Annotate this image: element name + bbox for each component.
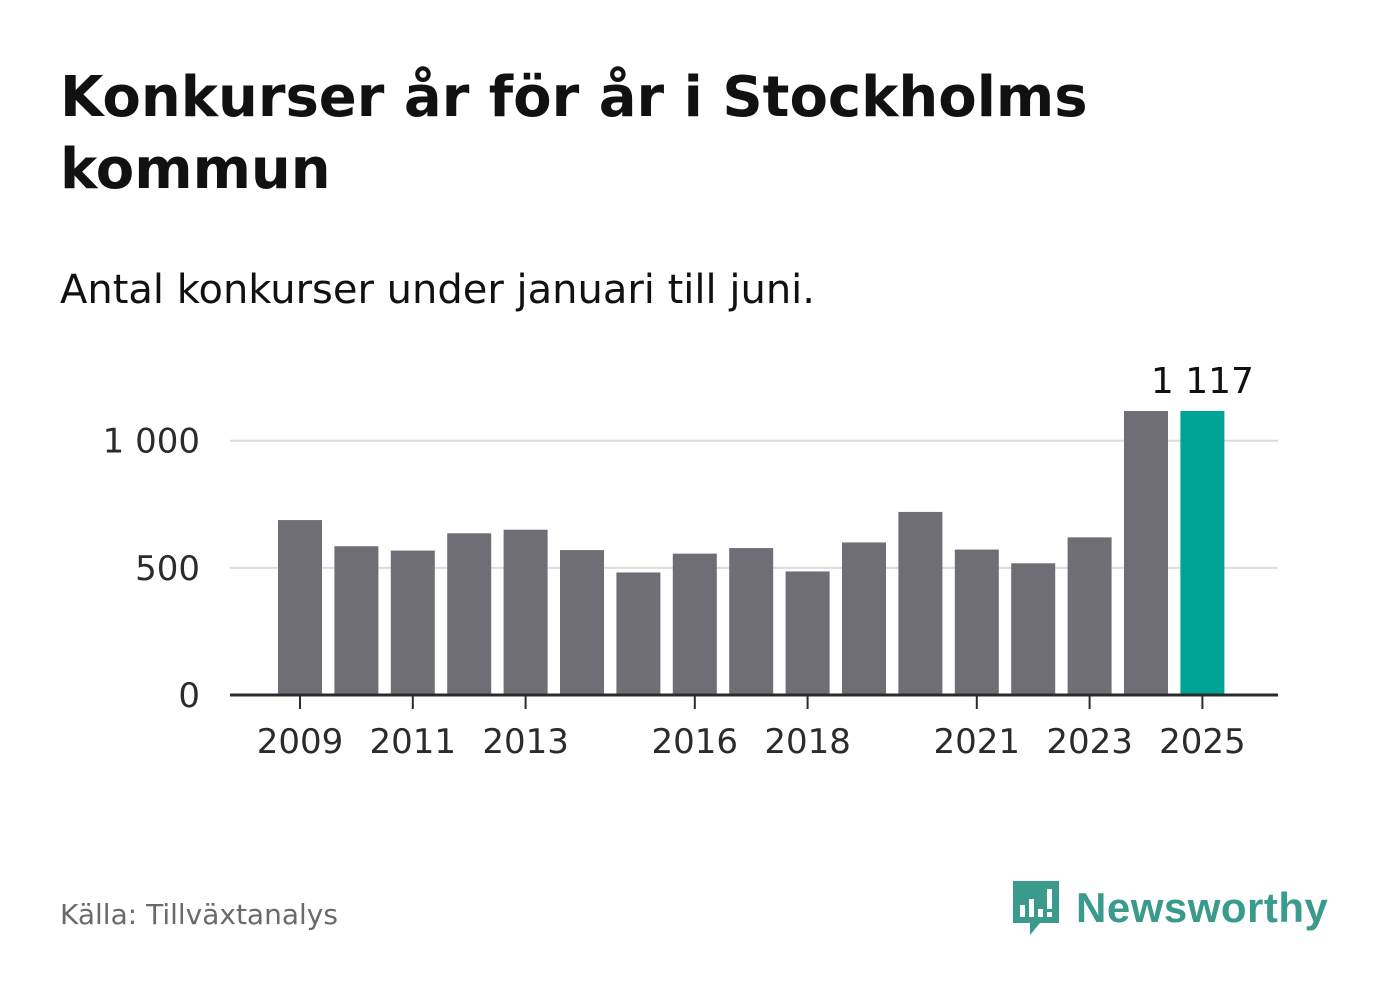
x-tick-label: 2016	[652, 722, 739, 762]
x-axis	[230, 693, 1278, 709]
brand-name: Newsworthy	[1076, 884, 1329, 931]
chart-title: Konkurser år för år i Stockholms kommun	[60, 65, 1088, 202]
bar-2022	[1011, 563, 1056, 695]
bar-2010	[334, 546, 379, 695]
x-tick-label: 2018	[764, 722, 851, 762]
newsworthy-logo-icon	[1013, 881, 1059, 935]
bar-2009	[278, 520, 322, 695]
chart-subtitle: Antal konkurser under januari till juni.	[60, 267, 815, 313]
y-tick-label: 500	[135, 549, 200, 589]
bar-2011	[390, 550, 435, 695]
y-tick-label: 1 000	[103, 422, 200, 462]
y-axis-labels: 0 500 1 000	[103, 422, 200, 716]
newsworthy-brand[interactable]: Newsworthy	[1010, 876, 1328, 940]
x-tick-label: 2009	[257, 722, 344, 762]
bar-2020	[898, 511, 943, 695]
source-note: Källa: Tillväxtanalys	[60, 898, 338, 931]
bar-2018	[785, 571, 830, 695]
data-labels: 1 117	[1151, 361, 1254, 402]
bars	[278, 411, 1225, 695]
y-tick-label: 0	[178, 676, 200, 716]
bar-2016	[672, 553, 717, 695]
bar-2024	[1124, 411, 1168, 695]
x-tick-label: 2013	[482, 722, 569, 762]
bar-2017	[729, 548, 774, 695]
bar-2023	[1067, 537, 1112, 695]
bar-2025	[1180, 411, 1225, 695]
bar-2021	[954, 549, 999, 695]
x-tick-label: 2025	[1159, 722, 1246, 762]
bar-2014	[560, 550, 604, 695]
data-label-2025: 1 117	[1151, 361, 1254, 402]
bar-2013	[503, 529, 548, 695]
bar-2019	[842, 542, 886, 695]
bar-2015	[616, 572, 661, 695]
bar-2012	[447, 533, 492, 695]
x-axis-labels: 2009 2011 2013 2016 2018 2021 2023 2025	[257, 722, 1246, 762]
x-tick-label: 2023	[1046, 722, 1133, 762]
x-tick-label: 2011	[370, 722, 457, 762]
x-tick-label: 2021	[934, 722, 1021, 762]
